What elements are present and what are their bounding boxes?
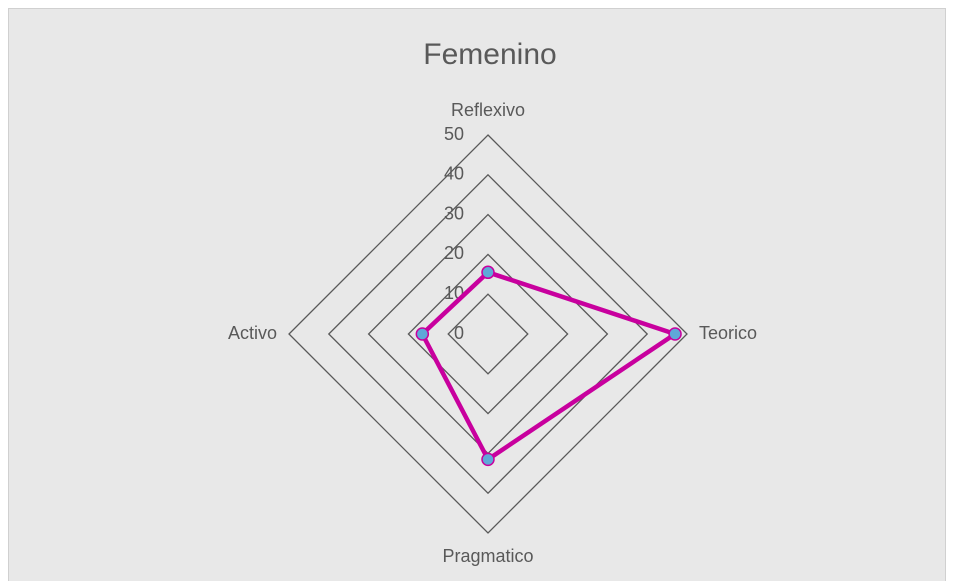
grid-ring (327, 173, 649, 495)
y-tick-label: 30 (444, 203, 464, 223)
y-tick-label: 20 (444, 243, 464, 263)
category-label: Activo (228, 323, 277, 343)
chart-title: Femenino (423, 38, 556, 71)
grid-ring (288, 134, 688, 534)
category-label: Pragmatico (442, 546, 533, 566)
data-point (668, 327, 682, 341)
data-point (415, 327, 430, 341)
data-point (481, 452, 495, 467)
y-tick-label: 50 (444, 124, 464, 144)
data-point (481, 265, 495, 280)
chart-background (8, 8, 946, 581)
category-label: Teorico (699, 323, 757, 343)
grid-ring (407, 253, 569, 415)
y-tick-label: 0 (454, 323, 464, 343)
grid-ring (447, 293, 529, 375)
category-label: Reflexivo (451, 100, 525, 120)
y-tick-label: 40 (444, 164, 464, 184)
